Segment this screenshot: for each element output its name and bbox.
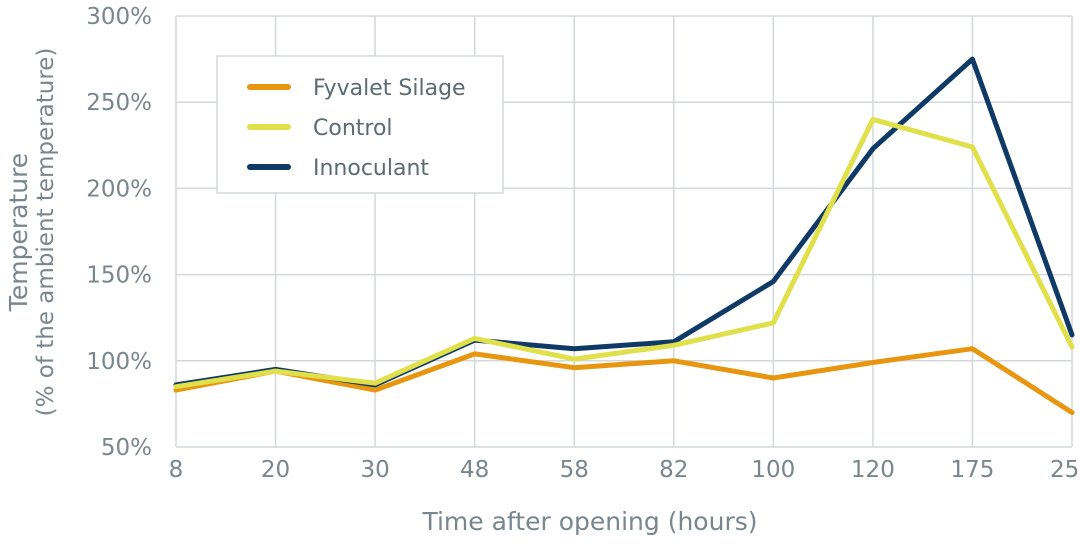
x-tick-label: 30 (360, 457, 389, 483)
grid (175, 15, 1073, 448)
x-tick-label: 120 (851, 457, 895, 483)
y-tick-label: 150% (86, 263, 152, 289)
x-tick-label: 100 (751, 457, 795, 483)
legend-label-control: Control (313, 116, 393, 141)
x-tick-label: 58 (560, 457, 589, 483)
x-tick-label: 20 (261, 457, 290, 483)
legend-label-innoculant: Innoculant (313, 156, 429, 181)
x-tick-label: 8 (169, 457, 184, 483)
y-tick-label: 200% (86, 176, 152, 202)
y-axis-title: Temperature (% of the ambient temperatur… (4, 48, 59, 417)
x-tick-label: 175 (950, 457, 994, 483)
series-lines (173, 56, 1075, 415)
y-tick-label: 300% (86, 4, 152, 30)
y-tick-label: 100% (86, 349, 152, 375)
y-axis-title-sub: (% of the ambient temperature) (33, 48, 59, 417)
series-line-fyvalet-silage (173, 346, 1075, 415)
x-tick-label: 82 (659, 457, 688, 483)
legend-label-fyvalet-silage: Fyvalet Silage (313, 76, 466, 101)
x-tick-label: 250 (1050, 457, 1080, 483)
x-axis-ticks: 8 20 30 48 58 82 100 120 175 250 (169, 457, 1080, 483)
y-axis-title-main: Temperature (4, 153, 33, 312)
x-axis-title: Time after opening (hours) (421, 507, 757, 536)
y-tick-label: 50% (101, 435, 152, 461)
y-axis-ticks: 50% 100% 150% 200% 250% 300% (86, 4, 152, 461)
x-tick-label: 48 (460, 457, 489, 483)
series-line-control (173, 116, 1075, 390)
y-tick-label: 250% (86, 90, 152, 116)
legend: Fyvalet Silage Control Innoculant (216, 55, 504, 194)
